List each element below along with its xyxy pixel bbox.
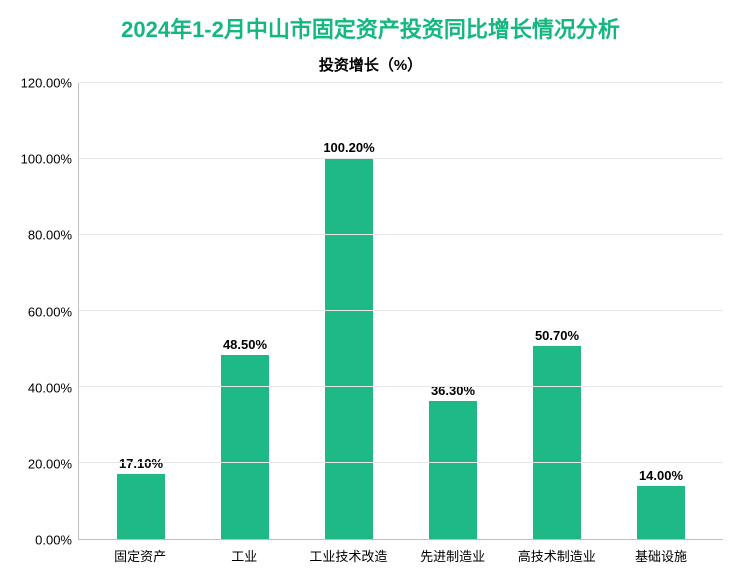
grid-line: [79, 234, 723, 235]
y-tick-label: 60.00%: [28, 304, 72, 319]
bar: [533, 346, 581, 539]
x-tick-label: 工业技术改造: [296, 546, 400, 565]
grid-line: [79, 462, 723, 463]
grid-line: [79, 82, 723, 83]
bar: [429, 401, 477, 539]
bar-slot: 17.10%: [89, 83, 193, 539]
y-tick-label: 120.00%: [21, 76, 72, 91]
x-tick-label: 高技术制造业: [505, 546, 609, 565]
y-tick-label: 20.00%: [28, 456, 72, 471]
chart-area: 0.00%20.00%40.00%60.00%80.00%100.00%120.…: [18, 83, 723, 540]
bar-value-label: 48.50%: [223, 337, 267, 352]
grid-line: [79, 158, 723, 159]
y-axis: 0.00%20.00%40.00%60.00%80.00%100.00%120.…: [18, 83, 78, 540]
bar-slot: 100.20%: [297, 83, 401, 539]
y-tick-label: 100.00%: [21, 152, 72, 167]
chart-container: 2024年1-2月中山市固定资产投资同比增长情况分析 投资增长（%） 0.00%…: [0, 0, 741, 575]
plot-area: 17.10% 48.50% 100.20% 36.30% 50.70% 14.00%: [78, 83, 723, 540]
bars-group: 17.10% 48.50% 100.20% 36.30% 50.70% 14.00%: [79, 83, 723, 539]
bar-value-label: 17.10%: [119, 456, 163, 471]
bar: [117, 474, 165, 539]
bar-slot: 36.30%: [401, 83, 505, 539]
y-tick-label: 80.00%: [28, 228, 72, 243]
bar-value-label: 100.20%: [323, 140, 374, 155]
bar: [221, 355, 269, 539]
bar: [637, 486, 685, 539]
bar-slot: 50.70%: [505, 83, 609, 539]
bar-value-label: 50.70%: [535, 328, 579, 343]
chart-title: 2024年1-2月中山市固定资产投资同比增长情况分析: [18, 12, 723, 44]
x-tick-label: 先进制造业: [401, 546, 505, 565]
chart-subtitle: 投资增长（%）: [18, 54, 723, 75]
bar: [325, 158, 373, 539]
grid-line: [79, 310, 723, 311]
x-tick-label: 固定资产: [88, 546, 192, 565]
bar-value-label: 14.00%: [639, 468, 683, 483]
bar-slot: 14.00%: [609, 83, 713, 539]
bar-slot: 48.50%: [193, 83, 297, 539]
x-axis: 固定资产工业工业技术改造先进制造业高技术制造业基础设施: [78, 546, 723, 565]
y-tick-label: 0.00%: [35, 533, 72, 548]
y-tick-label: 40.00%: [28, 380, 72, 395]
x-tick-label: 基础设施: [609, 546, 713, 565]
grid-line: [79, 386, 723, 387]
x-tick-label: 工业: [192, 546, 296, 565]
